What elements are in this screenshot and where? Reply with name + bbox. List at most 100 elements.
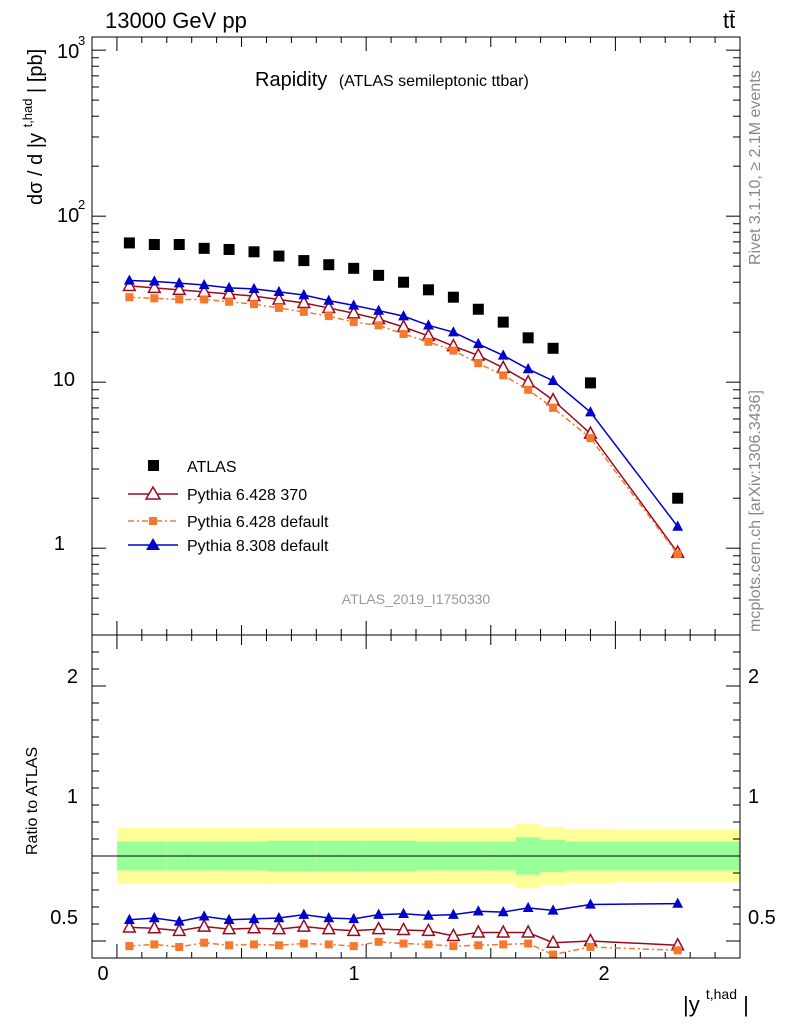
- ratio-point-pythia6-default: [125, 942, 134, 951]
- ratio-point-pythia8-default: [298, 908, 310, 919]
- main-point-pythia8-default: [472, 337, 484, 349]
- main-point-pythia6-default: [200, 295, 209, 304]
- ratio-point-pythia8-default: [198, 910, 210, 921]
- ratio-point-pythia6-370: [172, 922, 187, 937]
- rivet-version-label: Rivet 3.1.10, ≥ 2.1M events: [747, 70, 764, 265]
- ratio-point-pythia6-default: [150, 940, 159, 949]
- ytick-label-100: 10: [57, 205, 79, 227]
- main-point-pythia6-default: [586, 434, 595, 443]
- main-point-pythia6-default: [349, 318, 358, 327]
- main-point-pythia8-default: [547, 374, 559, 385]
- main-line-pythia6-default: [129, 296, 679, 555]
- main-point-pythia6-370: [147, 279, 162, 294]
- ratio-ytick-right-1: 1: [748, 786, 759, 808]
- ratio-point-pythia6-370: [471, 924, 486, 938]
- ratio-point-pythia6-default: [449, 942, 458, 951]
- main-point-atlas: [298, 255, 310, 267]
- main-point-pythia6-default: [125, 293, 134, 302]
- ratio-point-pythia8-default: [472, 905, 484, 916]
- ratio-point-pythia6-370: [371, 920, 386, 935]
- main-point-pythia6-default: [524, 385, 533, 394]
- main-point-pythia8-default: [423, 319, 434, 330]
- xtick-label-0: 0: [97, 963, 108, 985]
- main-ylabel: dσ / d |y t,had | [pb]: [15, 49, 47, 205]
- ratio-point-pythia6-default: [225, 941, 234, 950]
- main-point-pythia6-default: [324, 312, 333, 321]
- main-point-pythia6-default: [299, 307, 308, 316]
- ratio-point-pythia6-370: [197, 918, 212, 932]
- ratio-point-pythia6-370: [446, 927, 461, 942]
- ratio-point-pythia6-default: [274, 941, 283, 950]
- main-point-pythia8-default: [148, 275, 160, 286]
- ratio-point-pythia8-default: [173, 915, 185, 926]
- ratio-point-pythia8-default: [672, 897, 684, 908]
- main-point-atlas: [547, 342, 559, 354]
- main-point-pythia6-370: [346, 305, 361, 319]
- main-point-pythia8-default: [273, 285, 285, 297]
- process-label: tt̄: [723, 8, 735, 33]
- source-label: mcplots.cern.ch [arXiv:1306.3436]: [747, 390, 764, 632]
- ratio-panel: 2 1 0.5 2 1 0.5 0 1 2 Ratio to ATLAS |y …: [24, 634, 776, 1017]
- main-point-pythia8-default: [447, 326, 459, 337]
- main-point-atlas: [472, 303, 484, 315]
- ratio-line-pythia6-default: [129, 941, 678, 956]
- ratio-ylabel: Ratio to ATLAS: [24, 747, 41, 855]
- main-point-pythia8-default: [298, 289, 310, 300]
- main-point-pythia6-default: [150, 294, 159, 303]
- main-point-atlas: [173, 238, 185, 250]
- ratio-point-pythia8-default: [223, 913, 235, 924]
- main-point-atlas: [422, 284, 434, 296]
- ratio-point-pythia8-default: [248, 912, 260, 924]
- main-point-atlas: [273, 250, 285, 262]
- ratio-point-pythia6-370: [271, 920, 287, 935]
- main-point-pythia8-default: [248, 282, 260, 294]
- ratio-point-pythia6-370: [346, 922, 361, 937]
- ratio-point-pythia8-default: [348, 912, 360, 924]
- main-point-pythia6-default: [449, 346, 458, 355]
- main-point-pythia8-default: [497, 349, 509, 360]
- main-point-pythia8-default: [223, 281, 235, 293]
- main-point-pythia6-default: [225, 297, 234, 306]
- ratio-point-pythia8-default: [323, 912, 335, 923]
- legend-marker-pythia8-default: [146, 538, 160, 550]
- ratio-point-pythia6-370: [496, 924, 511, 938]
- ratio-point-pythia8-default: [522, 901, 534, 913]
- main-point-atlas: [522, 332, 534, 344]
- legend-label-atlas: ATLAS: [187, 459, 237, 476]
- chart-subtitle: (ATLAS semileptonic ttbar): [339, 73, 529, 90]
- xlabel: |y t,had |: [683, 979, 749, 1017]
- ratio-point-pythia6-default: [324, 940, 333, 949]
- ytick-label-10: 10: [53, 369, 75, 391]
- energy-label: 13000 GeV pp: [105, 8, 247, 33]
- main-point-atlas: [248, 246, 260, 258]
- main-point-pythia8-default: [198, 278, 210, 290]
- ratio-point-pythia6-370: [122, 919, 137, 933]
- main-point-pythia6-default: [374, 321, 383, 330]
- xlabel-tail: |: [743, 992, 749, 1017]
- main-point-pythia6-370: [296, 294, 311, 309]
- ratio-point-pythia8-default: [273, 912, 285, 923]
- ratio-point-pythia6-370: [296, 918, 311, 932]
- ratio-ytick-right-05: 0.5: [748, 907, 776, 929]
- ratio-point-pythia6-default: [200, 938, 209, 947]
- ratio-point-pythia6-default: [424, 940, 433, 949]
- main-point-atlas: [223, 243, 235, 255]
- main-point-atlas: [198, 242, 210, 254]
- main-point-pythia8-default: [123, 274, 135, 285]
- ratio-point-pythia8-default: [585, 898, 596, 909]
- ratio-point-pythia6-default: [673, 946, 682, 955]
- main-point-pythia6-370: [521, 374, 536, 388]
- main-point-atlas: [373, 269, 385, 281]
- ratio-ytick-left-1: 1: [67, 786, 78, 808]
- main-point-pythia6-default: [549, 403, 558, 412]
- ratio-point-pythia6-default: [374, 937, 383, 946]
- ratio-point-pythia6-default: [349, 942, 358, 951]
- main-point-pythia8-default: [672, 520, 684, 531]
- main-axis-ticks: [92, 37, 741, 636]
- ytick-label-100-exp: 2: [78, 197, 85, 212]
- main-point-pythia6-default: [274, 303, 283, 312]
- main-series: [122, 237, 685, 559]
- main-ylabel-sup: t,had: [20, 99, 35, 128]
- main-point-pythia6-default: [673, 550, 682, 559]
